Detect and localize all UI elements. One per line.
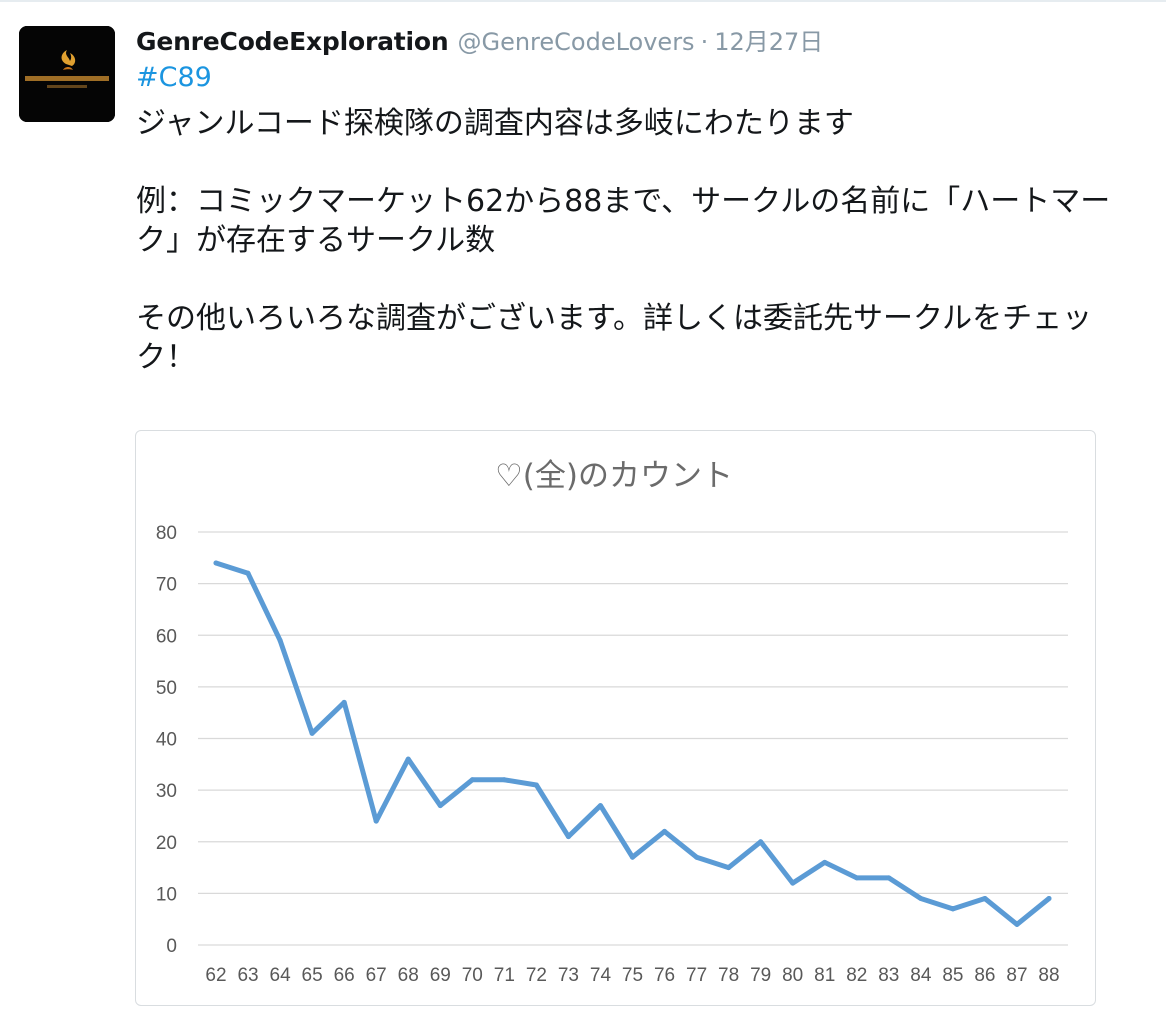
author-avatar[interactable] bbox=[19, 26, 115, 122]
x-tick-label: 81 bbox=[814, 965, 835, 986]
tweet-text-line: その他いろいろな調査がございます。詳しくは委託先サークルをチェック！ bbox=[136, 301, 1093, 375]
data-point bbox=[373, 818, 379, 824]
data-point bbox=[597, 803, 603, 809]
x-tick-label: 73 bbox=[558, 965, 579, 986]
data-point bbox=[213, 560, 219, 566]
data-point bbox=[245, 570, 251, 576]
chart-series bbox=[213, 560, 1052, 927]
data-point bbox=[437, 803, 443, 809]
x-tick-label: 80 bbox=[782, 965, 803, 986]
x-tick-label: 77 bbox=[686, 965, 707, 986]
x-tick-label: 83 bbox=[878, 965, 899, 986]
data-point bbox=[1046, 896, 1052, 902]
data-point bbox=[277, 637, 283, 643]
data-point bbox=[886, 875, 892, 881]
x-tick-label: 87 bbox=[1006, 965, 1027, 986]
hashtag-link[interactable]: #C89 bbox=[136, 62, 212, 93]
x-tick-label: 79 bbox=[750, 965, 771, 986]
data-point bbox=[309, 730, 315, 736]
data-point bbox=[982, 896, 988, 902]
data-point bbox=[565, 834, 571, 840]
x-tick-label: 70 bbox=[462, 965, 483, 986]
data-point bbox=[405, 756, 411, 762]
chart-title: ♡(全)のカウント bbox=[495, 458, 733, 494]
x-tick-label: 84 bbox=[910, 965, 932, 986]
y-tick-label: 10 bbox=[156, 884, 177, 905]
x-tick-label: 76 bbox=[654, 965, 675, 986]
y-tick-label: 30 bbox=[156, 781, 177, 802]
tweet-timestamp[interactable]: 12月27日 bbox=[714, 28, 824, 56]
chart-image-card[interactable]: ♡(全)のカウント 0 10 20 30 40 50 60 70 80 62 63 64 65 66 67… bbox=[135, 430, 1096, 1006]
line-chart: ♡(全)のカウント 0 10 20 30 40 50 60 70 80 62 63 64 65 66 67… bbox=[156, 458, 1068, 986]
x-tick-label: 75 bbox=[622, 965, 643, 986]
x-tick-label: 65 bbox=[302, 965, 323, 986]
x-tick-label: 72 bbox=[526, 965, 547, 986]
tweet-text: ジャンルコード探検隊の調査内容は多岐にわたります 例：コミックマーケット62から… bbox=[136, 104, 1136, 377]
series-line bbox=[213, 560, 1052, 927]
data-point bbox=[630, 854, 635, 860]
y-tick-label: 0 bbox=[166, 936, 177, 957]
data-point bbox=[950, 906, 956, 912]
y-tick-label: 20 bbox=[156, 833, 177, 854]
x-tick-label: 71 bbox=[494, 965, 515, 986]
x-tick-label: 82 bbox=[846, 965, 867, 986]
x-tick-label: 78 bbox=[718, 965, 739, 986]
x-tick-label: 86 bbox=[974, 965, 995, 986]
data-point bbox=[662, 828, 668, 834]
genre-code-logo-icon bbox=[19, 26, 115, 122]
header-separator: · bbox=[700, 28, 709, 56]
y-tick-label: 40 bbox=[156, 730, 177, 751]
x-tick-label: 68 bbox=[398, 965, 419, 986]
x-tick-label: 67 bbox=[366, 965, 387, 986]
data-point bbox=[854, 875, 860, 881]
x-tick-label: 64 bbox=[270, 965, 292, 986]
y-axis-ticks: 0 10 20 30 40 50 60 70 80 bbox=[156, 523, 177, 957]
chart-gridlines bbox=[198, 531, 1068, 946]
data-point bbox=[790, 880, 796, 886]
y-tick-label: 50 bbox=[156, 678, 177, 699]
tweet-text-line: 例：コミックマーケット62から88まで、サークルの名前に「ハートマーク」が存在す… bbox=[136, 184, 1111, 258]
data-point bbox=[533, 782, 539, 788]
x-tick-label: 69 bbox=[430, 965, 451, 986]
author-handle[interactable]: @GenreCodeLovers bbox=[457, 28, 695, 56]
y-tick-label: 80 bbox=[156, 523, 177, 544]
data-point bbox=[1014, 921, 1020, 927]
data-point bbox=[341, 699, 347, 705]
data-point bbox=[469, 777, 475, 783]
data-point bbox=[501, 777, 507, 783]
x-tick-label: 63 bbox=[237, 965, 258, 986]
x-tick-label: 74 bbox=[590, 965, 612, 986]
data-point bbox=[758, 839, 764, 845]
data-point bbox=[726, 865, 732, 871]
x-tick-label: 62 bbox=[205, 965, 226, 986]
y-tick-label: 70 bbox=[156, 575, 177, 596]
data-point bbox=[918, 896, 924, 902]
top-divider bbox=[0, 0, 1166, 2]
tweet-header: GenreCodeExploration @GenreCodeLovers · … bbox=[136, 22, 823, 58]
x-axis-ticks: 62 63 64 65 66 67 68 69 70 71 72 73 74 75 76 77 78 79 80 81… bbox=[205, 965, 1059, 986]
data-point bbox=[694, 854, 700, 860]
x-tick-label: 85 bbox=[942, 965, 963, 986]
author-name[interactable]: GenreCodeExploration bbox=[136, 27, 449, 56]
data-point bbox=[822, 859, 828, 865]
x-tick-label: 88 bbox=[1038, 965, 1059, 986]
x-tick-label: 66 bbox=[334, 965, 355, 986]
tweet-text-line: ジャンルコード探検隊の調査内容は多岐にわたります bbox=[136, 106, 854, 141]
y-tick-label: 60 bbox=[156, 626, 177, 647]
